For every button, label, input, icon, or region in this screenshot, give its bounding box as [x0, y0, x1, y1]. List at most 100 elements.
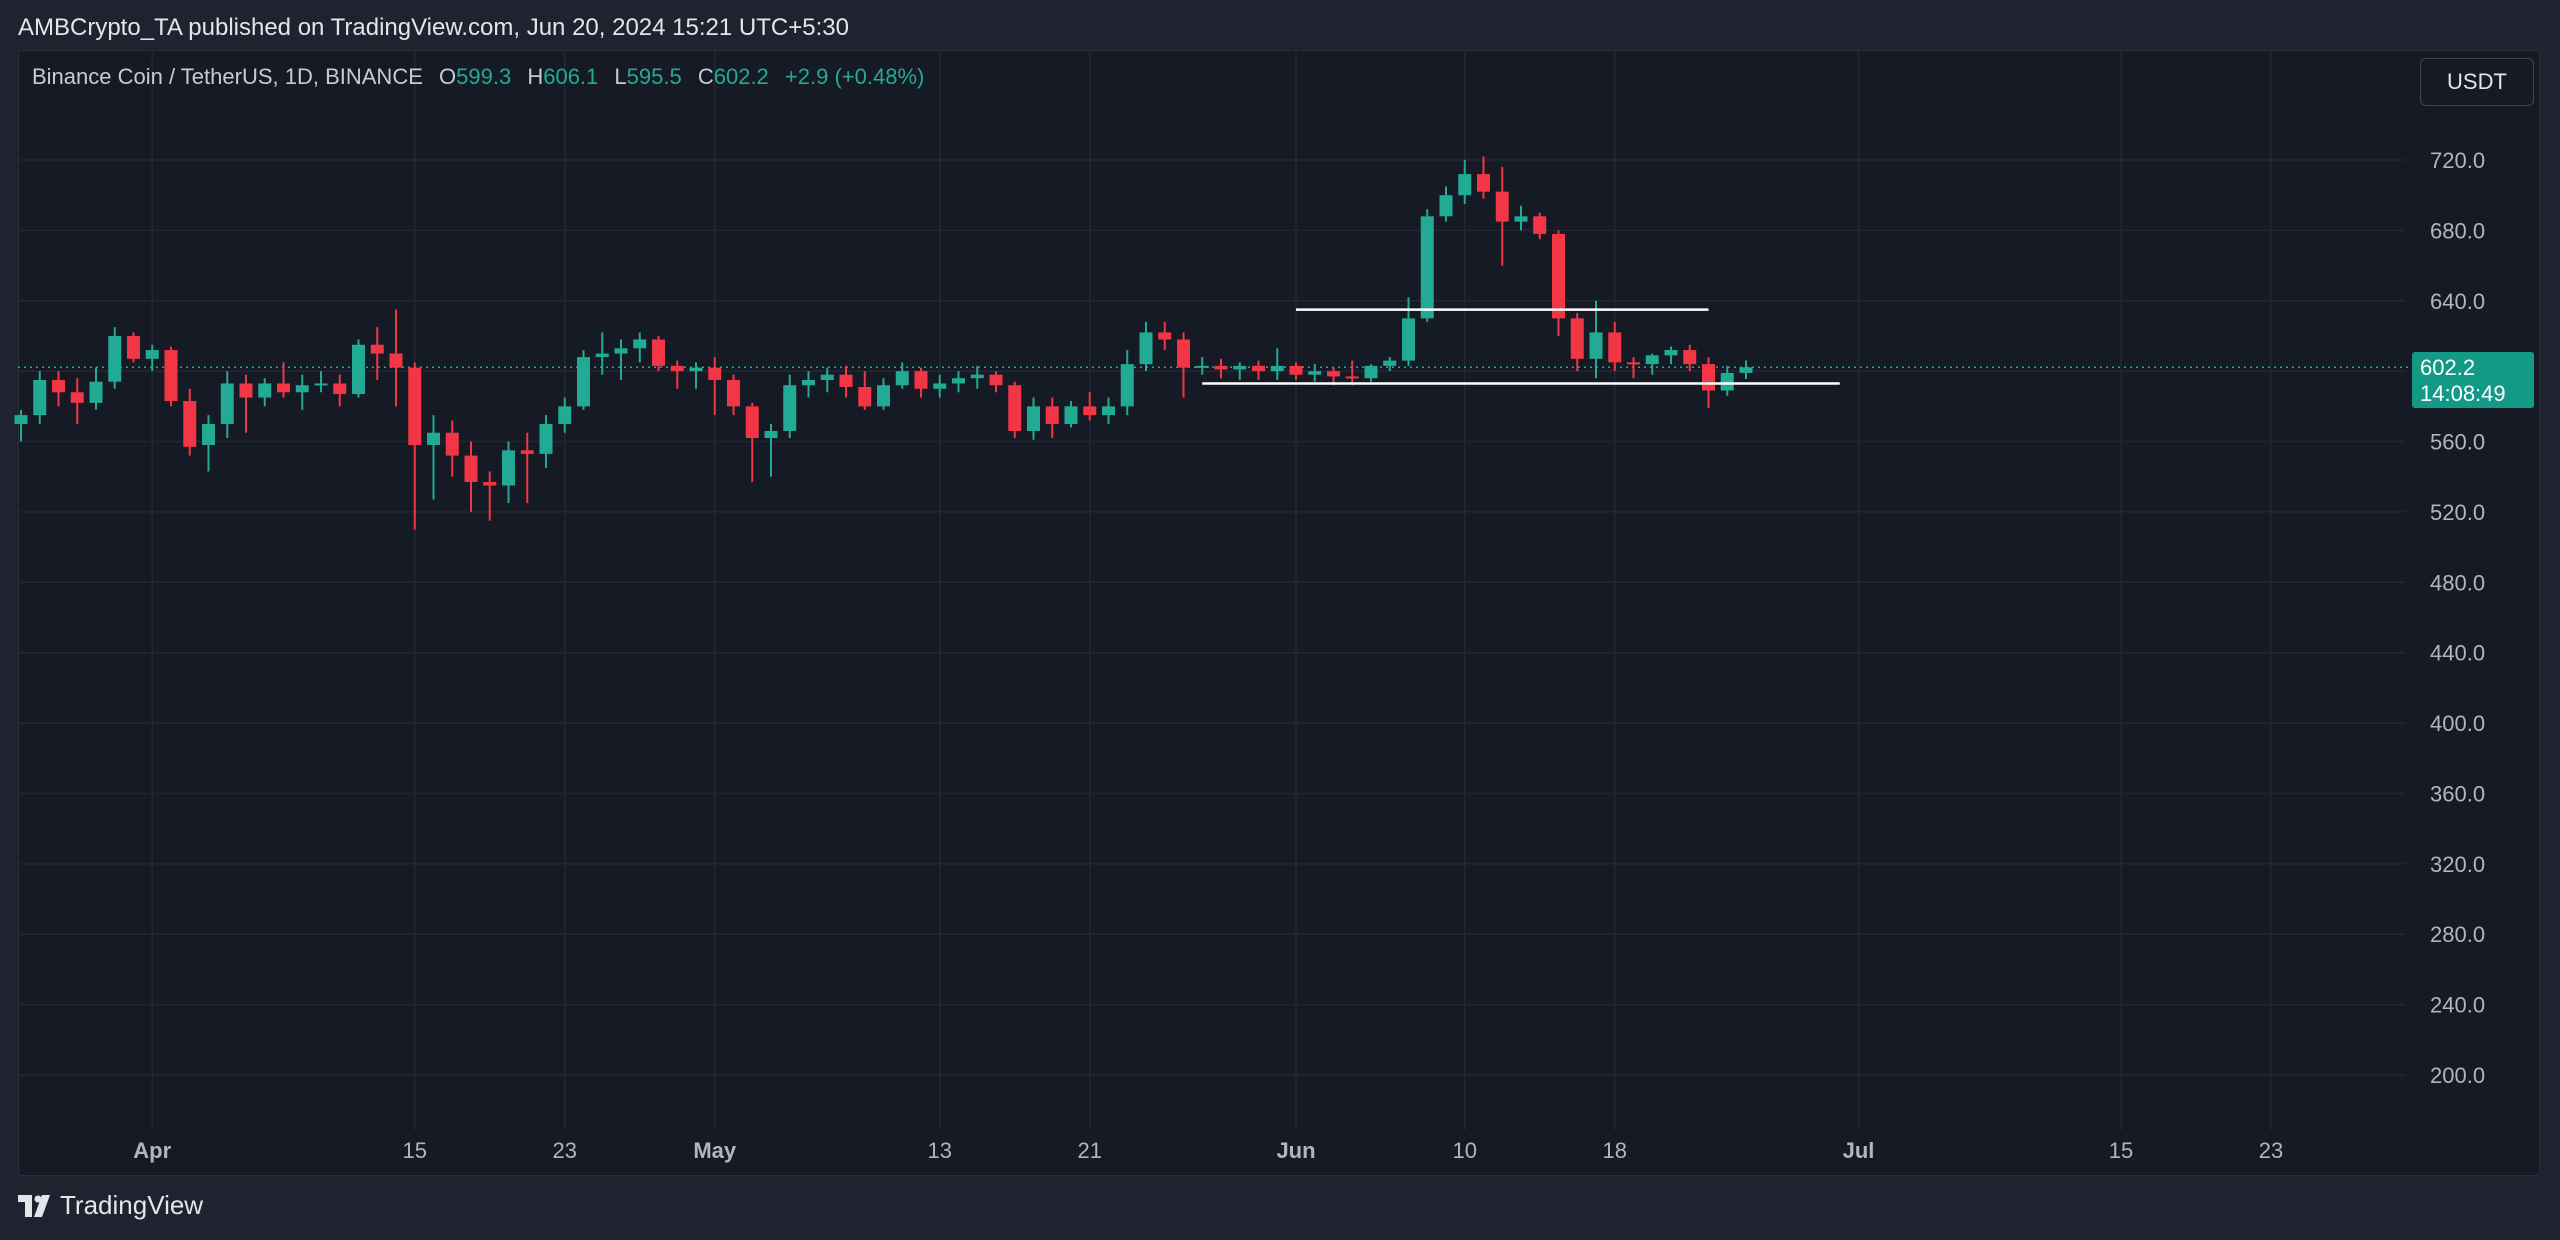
candle-body	[1252, 365, 1265, 372]
candle-body	[1083, 406, 1097, 416]
candle-body	[1439, 195, 1453, 217]
candle-body	[483, 482, 497, 486]
y-tick-label: 680.0	[2430, 218, 2485, 243]
candle-body	[670, 365, 684, 372]
high-label: H	[527, 64, 544, 89]
x-tick-label: 15	[2109, 1138, 2133, 1163]
candle-body	[1327, 371, 1340, 377]
candle-body	[370, 344, 384, 354]
candle-body	[783, 385, 797, 431]
x-tick-label: 18	[1603, 1138, 1627, 1163]
x-tick-label: 23	[553, 1138, 577, 1163]
high-value: 606.1	[543, 64, 599, 89]
x-tick-label: 15	[403, 1138, 427, 1163]
candle-body	[708, 367, 722, 380]
candle-body	[839, 374, 853, 387]
y-tick-label: 520.0	[2430, 500, 2485, 525]
candle-body	[727, 379, 740, 407]
candle-body	[277, 383, 290, 393]
y-tick-label: 400.0	[2430, 711, 2485, 736]
candle-body	[989, 374, 1003, 386]
candle-body	[70, 392, 84, 403]
candle-body	[1270, 365, 1284, 372]
x-tick-label: Jun	[1276, 1138, 1315, 1163]
candle-body	[314, 383, 328, 386]
footer-brand-text: TradingView	[60, 1190, 204, 1220]
candle-body	[877, 385, 890, 407]
candle-body	[295, 385, 309, 393]
candle-body	[427, 432, 440, 446]
x-tick-label: 23	[2259, 1138, 2283, 1163]
candle-body	[258, 383, 272, 398]
candle-body	[745, 406, 759, 439]
y-tick-label: 560.0	[2430, 430, 2485, 455]
candle-body	[1608, 332, 1622, 363]
candle-body	[408, 367, 422, 446]
last-price-value: 602.2	[2420, 355, 2476, 380]
candle-body	[1514, 216, 1528, 222]
candle-body	[952, 378, 965, 384]
candle-body	[164, 350, 178, 402]
candle-body	[1008, 385, 1022, 431]
candle-body	[145, 350, 159, 359]
candle-body	[352, 344, 365, 395]
x-tick-label: 10	[1453, 1138, 1477, 1163]
candle-body	[183, 401, 197, 447]
candle-body	[1289, 365, 1303, 375]
candle-body	[1308, 371, 1322, 375]
candle-body	[1402, 318, 1415, 361]
candle-body	[1345, 376, 1359, 379]
currency-button[interactable]: USDT	[2420, 58, 2534, 106]
candle-body	[1552, 233, 1565, 319]
symbol-legend[interactable]: Binance Coin / TetherUS, 1D, BINANCE O59…	[32, 64, 924, 90]
candle-body	[1477, 174, 1490, 192]
last-price-tag: 602.2 14:08:49	[2412, 352, 2534, 408]
candle-body	[1645, 355, 1659, 365]
candle-body	[1683, 350, 1697, 365]
candle-body	[652, 339, 665, 366]
candle-body	[1214, 365, 1228, 370]
candle-body	[1364, 365, 1378, 379]
candle-body	[1158, 332, 1172, 340]
footer-brand[interactable]: TradingView	[18, 1190, 203, 1221]
candle-body	[1702, 364, 1715, 391]
candle-body	[1420, 216, 1434, 319]
y-tick-label: 200.0	[2430, 1063, 2485, 1088]
candle-body	[220, 383, 234, 424]
x-tick-label: May	[693, 1138, 737, 1163]
y-tick-label: 280.0	[2430, 922, 2485, 947]
candle-body	[1045, 406, 1059, 424]
y-tick-label: 440.0	[2430, 641, 2485, 666]
bar-countdown: 14:08:49	[2420, 381, 2506, 406]
candle-body	[1495, 191, 1509, 222]
candle-body	[464, 455, 478, 483]
x-tick-label: Jul	[1843, 1138, 1875, 1163]
candle-body	[933, 383, 947, 389]
y-tick-label: 720.0	[2430, 148, 2485, 173]
candle-body	[520, 450, 534, 454]
candle-body	[1102, 406, 1115, 416]
candle-body	[502, 450, 515, 486]
open-label: O	[439, 64, 457, 89]
candle-body	[764, 430, 778, 439]
candle-body	[1139, 332, 1153, 365]
change-value: +2.9 (+0.48%)	[784, 64, 925, 89]
x-tick-label: 13	[928, 1138, 952, 1163]
low-value: 595.5	[626, 64, 682, 89]
candle-body	[858, 386, 872, 407]
candle-body	[1533, 216, 1547, 234]
candle-body	[802, 379, 815, 386]
candle-body	[1120, 364, 1134, 407]
close-value: 602.2	[713, 64, 769, 89]
candle-body	[202, 423, 215, 446]
candle-body	[1458, 174, 1472, 196]
candle-body	[689, 367, 703, 372]
candle-body	[1589, 332, 1603, 359]
candle-body	[1664, 350, 1678, 356]
candle-body	[127, 335, 140, 359]
candle-body	[1233, 365, 1247, 370]
chart-frame[interactable]	[18, 50, 2540, 1176]
candle-body	[239, 383, 253, 398]
candle-body	[1027, 406, 1040, 431]
